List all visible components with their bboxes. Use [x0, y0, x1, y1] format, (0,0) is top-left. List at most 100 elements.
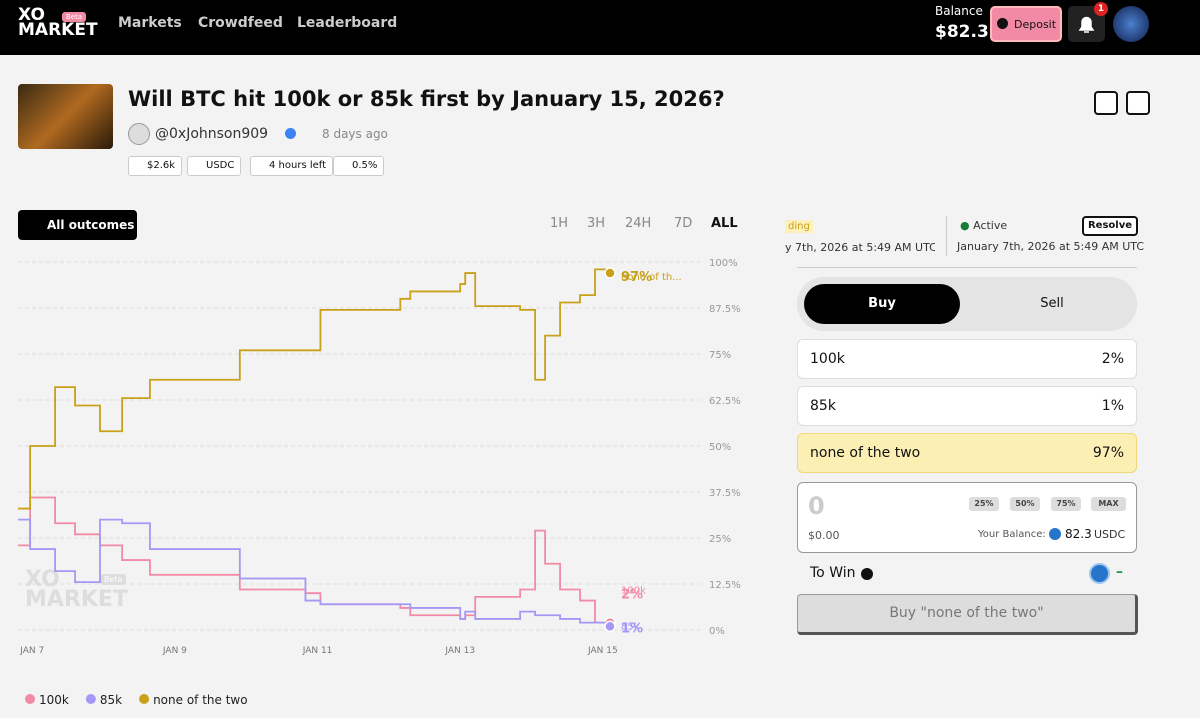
y-tick-label: 50% [709, 442, 731, 453]
pin-button[interactable] [1126, 91, 1150, 115]
to-win-value: – [1116, 564, 1123, 580]
prev-status: ding y 7th, 2026 at 5:49 AM UTC [785, 214, 935, 254]
wallet-currency: USDC [1094, 528, 1126, 541]
watermark: XO MARKET [25, 567, 128, 612]
submit-button[interactable]: Buy "none of the two" [797, 594, 1138, 635]
end-name: none of th... [621, 272, 682, 283]
amount-box[interactable] [797, 482, 1137, 553]
bell-icon [1078, 16, 1095, 33]
market-title: Will BTC hit 100k or 85k first by Januar… [128, 87, 725, 111]
outcome-row[interactable]: 100k 2% [797, 339, 1137, 379]
share-button[interactable] [1094, 91, 1118, 115]
outcome-price: 1% [1101, 398, 1124, 414]
info-icon[interactable] [861, 568, 873, 580]
notification-count: 1 [1094, 2, 1108, 16]
sell-tab[interactable]: Sell [1040, 296, 1064, 311]
wallet-balance-label: Your Balance: [978, 529, 1046, 540]
volume-chip: $2.6k [128, 156, 183, 176]
post-time: 8 days ago [322, 127, 388, 141]
y-tick-label: 0% [709, 626, 725, 637]
y-tick-label: 62.5% [709, 396, 741, 407]
outcome-price: 97% [1092, 445, 1124, 461]
end-point [604, 267, 616, 279]
y-tick-label: 37.5% [709, 488, 741, 499]
amount-usd: $0.00 [808, 529, 840, 542]
logo[interactable]: XO MARKET [18, 5, 98, 40]
x-tick-label: JAN 13 [444, 646, 475, 656]
end-point [604, 620, 616, 633]
watermark-bottom: MARKET [25, 587, 128, 612]
end-label: 1% [621, 621, 643, 636]
outcome-row[interactable]: 85k 1% [797, 386, 1137, 426]
buy-tab[interactable]: Buy [804, 284, 960, 324]
quick-amount[interactable]: MAX [1091, 497, 1126, 511]
outcome-name: 100k [810, 351, 845, 367]
range-button[interactable]: 7D [674, 216, 693, 231]
outcome-price: 2% [1101, 351, 1124, 367]
range-button[interactable]: 1H [550, 216, 569, 231]
time-left-chip: 4 hours left [250, 156, 334, 176]
watermark-top: XO [25, 567, 60, 592]
end-name: 100k [621, 586, 646, 597]
legend-label: 85k [100, 693, 122, 707]
usdc-icon [1089, 563, 1110, 584]
chart: 0% 12.5% 25% 37.5% 50% 62.5% 75% 87.5% 100% JAN 7… [18, 258, 741, 707]
range-button[interactable]: 24H [625, 216, 652, 231]
deposit-icon [997, 18, 1008, 29]
status-date: January 7th, 2026 at 5:49 AM UTC [957, 240, 1145, 253]
y-tick-label: 100% [709, 258, 738, 269]
prev-status-badge: ding [785, 220, 813, 233]
end-label: 2% [621, 588, 643, 603]
resolve-button[interactable]: Resolve [1082, 216, 1138, 236]
verified-icon [285, 128, 296, 139]
y-tick-label: 87.5% [709, 304, 741, 315]
prev-status-date: y 7th, 2026 at 5:49 AM UTC [785, 241, 935, 254]
logo-top: XO [18, 5, 45, 25]
end-label: 97% [621, 270, 652, 285]
nav-link[interactable]: Leaderboard [297, 15, 398, 31]
range-button[interactable]: ALL [711, 216, 738, 231]
balance-label: Balance [935, 4, 983, 18]
x-tick-label: JAN 15 [587, 646, 618, 656]
logo-bottom: MARKET [18, 20, 98, 40]
legend-marker [139, 694, 150, 704]
legend-label: none of the two [153, 693, 248, 707]
wallet-balance: 82.3 [1065, 527, 1092, 541]
quick-amount[interactable]: 25% [969, 497, 999, 511]
avatar[interactable] [1113, 6, 1149, 42]
to-win-label: To Win [810, 565, 856, 581]
separator [797, 267, 1137, 268]
x-tick-label: JAN 9 [162, 646, 187, 656]
legend-label: 100k [39, 693, 69, 707]
series-line [18, 268, 611, 510]
range-button[interactable]: 3H [587, 216, 606, 231]
series-line [18, 496, 610, 624]
divider [946, 216, 947, 256]
author[interactable]: @0xJohnson909 [155, 126, 269, 142]
author-avatar [128, 123, 150, 145]
legend-marker [85, 694, 96, 704]
legend-marker [25, 694, 35, 704]
outcome-name: 85k [810, 398, 836, 414]
market-image [18, 84, 113, 149]
outcome-row[interactable]: none of the two 97% [797, 433, 1137, 473]
fee-chip: 0.5% [333, 156, 385, 176]
beta-badge: Beta [62, 12, 87, 22]
nav-link[interactable]: Crowdfeed [198, 15, 283, 31]
currency-chip: USDC [187, 156, 242, 176]
x-tick-label: JAN 7 [19, 646, 44, 656]
series-line [18, 518, 611, 627]
status-text: Active [973, 219, 1008, 232]
nav-link[interactable]: Markets [118, 15, 182, 31]
quick-amount[interactable]: 50% [1010, 497, 1040, 511]
end-name: 85k [621, 621, 640, 632]
x-tick-label: JAN 11 [302, 646, 333, 656]
y-tick-label: 12.5% [709, 580, 741, 591]
outcome-name: none of the two [810, 445, 921, 461]
outcomes-button[interactable]: All outcomes [18, 210, 137, 240]
y-tick-label: 75% [709, 350, 731, 361]
amount-input[interactable]: 0 [808, 492, 825, 520]
status: ● Active [960, 219, 1008, 232]
quick-amount[interactable]: 75% [1051, 497, 1081, 511]
